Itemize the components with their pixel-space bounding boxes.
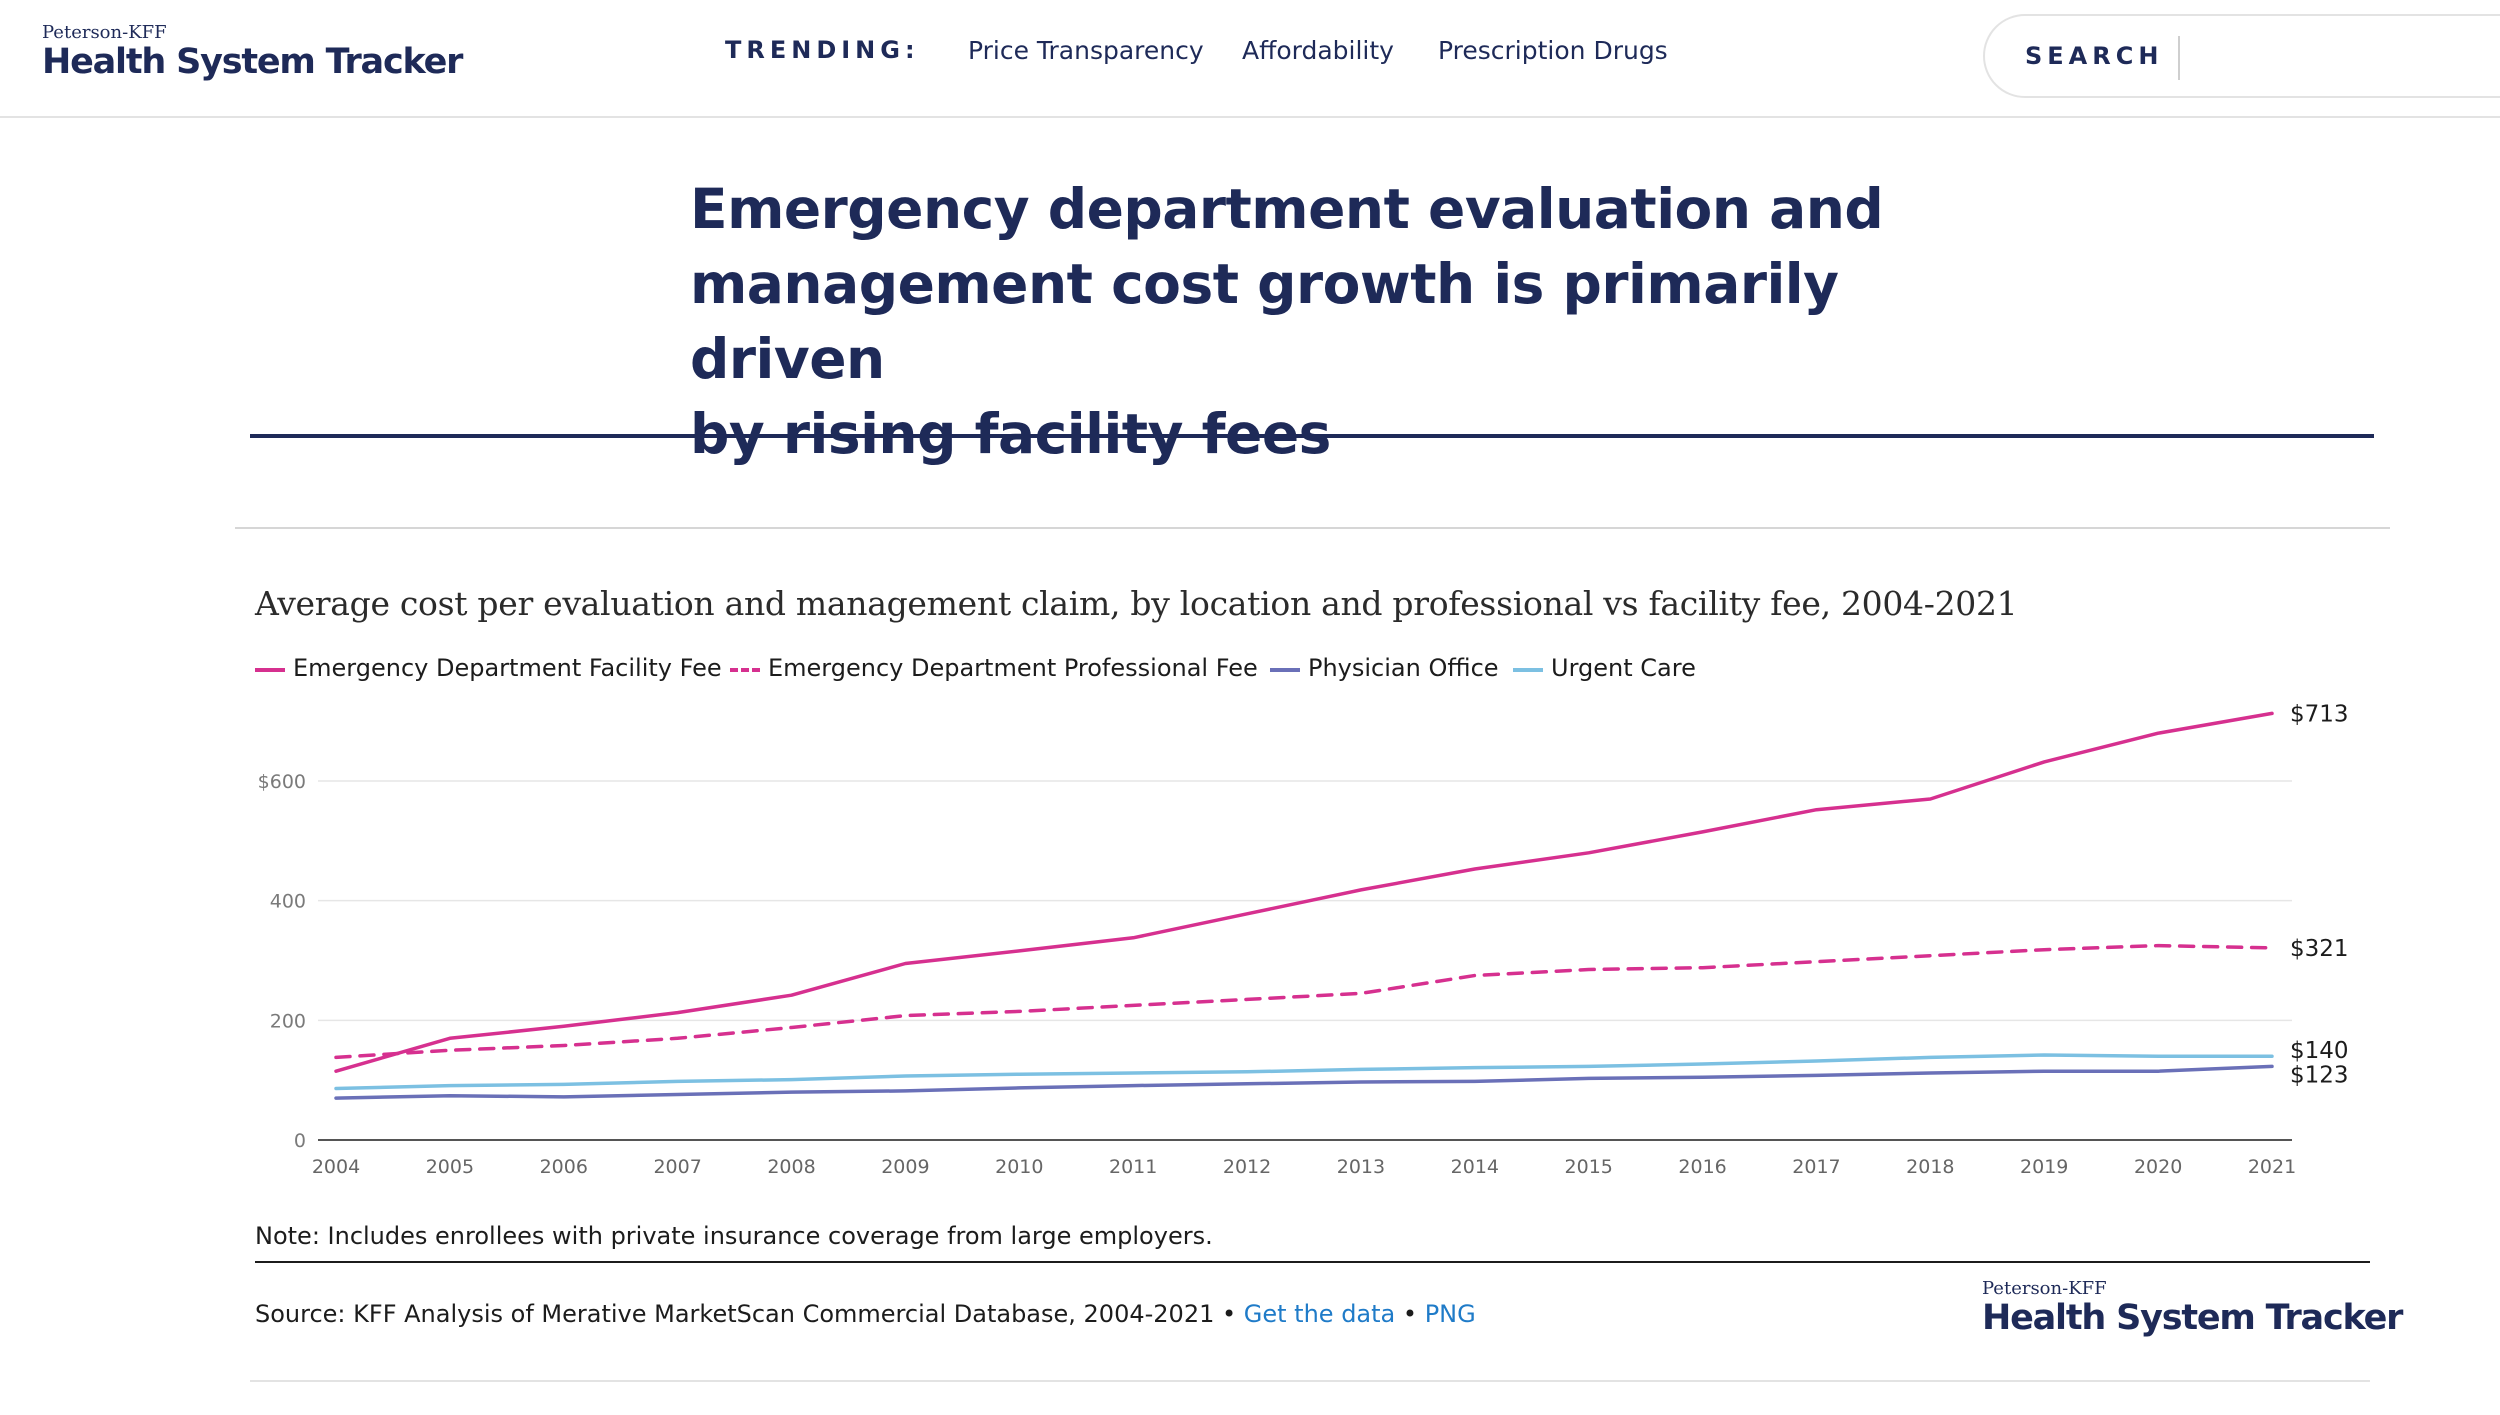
- end-value-label: $713: [2290, 701, 2349, 727]
- site-logo[interactable]: Peterson-KFF Health System Tracker: [42, 22, 463, 86]
- footer-logo[interactable]: Peterson-KFF Health System Tracker: [1982, 1278, 2403, 1342]
- end-value-label: $123: [2290, 1062, 2349, 1088]
- series-line: [334, 1064, 2274, 1100]
- y-tick-label: $600: [258, 771, 306, 793]
- x-tick-label: 2020: [2134, 1156, 2182, 1178]
- legend-ed-facility-fee: Emergency Department Facility Fee: [255, 652, 725, 688]
- legend-swatch-purple: [1270, 668, 1300, 672]
- footer-logo-tagline: Peterson-KFF: [1982, 1278, 2107, 1299]
- x-tick-label: 2015: [1565, 1156, 1613, 1178]
- series-line: [334, 1053, 2274, 1091]
- x-tick-label: 2013: [1337, 1156, 1385, 1178]
- nav-prescription-drugs[interactable]: Prescription Drugs: [1438, 36, 1668, 65]
- trending-label: TRENDING:: [725, 36, 920, 64]
- logo-title: Health System Tracker: [42, 42, 463, 82]
- x-tick-label: 2021: [2248, 1156, 2296, 1178]
- legend-label: Emergency Department Professional Fee: [768, 654, 1258, 682]
- search-label: SEARCH: [2025, 42, 2164, 70]
- headline-divider: [250, 434, 2374, 438]
- legend-swatch-light-blue: [1513, 668, 1543, 672]
- x-tick-label: 2009: [881, 1156, 929, 1178]
- legend-swatch-solid-pink: [255, 668, 285, 672]
- headline-line-1: Emergency department evaluation and: [690, 177, 1884, 241]
- search-input[interactable]: [2185, 32, 2489, 84]
- source-divider: [255, 1261, 2370, 1263]
- legend-label: Emergency Department Facility Fee: [293, 654, 722, 682]
- x-tick-label: 2004: [312, 1156, 360, 1178]
- legend-label: Physician Office: [1308, 654, 1499, 682]
- nav-price-transparency[interactable]: Price Transparency: [968, 36, 1204, 65]
- search-box[interactable]: SEARCH: [1983, 14, 2500, 98]
- footer-logo-title: Health System Tracker: [1982, 1298, 2403, 1338]
- y-tick-label: 400: [270, 891, 306, 913]
- x-tick-label: 2018: [1906, 1156, 1954, 1178]
- logo-tagline: Peterson-KFF: [42, 22, 167, 43]
- end-value-label: $140: [2290, 1038, 2349, 1064]
- y-tick-label: 200: [270, 1010, 306, 1032]
- page-headline: Emergency department evaluation and mana…: [690, 172, 1970, 472]
- x-tick-label: 2014: [1451, 1156, 1499, 1178]
- y-tick-label: 0: [294, 1130, 306, 1152]
- series-line: [334, 711, 2274, 1073]
- x-tick-label: 2012: [1223, 1156, 1271, 1178]
- x-tick-label: 2008: [767, 1156, 815, 1178]
- source-text: Source: KFF Analysis of Merative MarketS…: [255, 1300, 1244, 1328]
- end-value-label: $321: [2290, 936, 2349, 962]
- get-the-data-link[interactable]: Get the data: [1243, 1300, 1396, 1328]
- nav-affordability[interactable]: Affordability: [1242, 36, 1394, 65]
- headline-line-2: management cost growth is primarily driv…: [690, 252, 1839, 391]
- legend-ed-professional-fee: Emergency Department Professional Fee: [730, 652, 1260, 688]
- bottom-divider: [250, 1380, 2370, 1382]
- x-tick-label: 2011: [1109, 1156, 1157, 1178]
- chart-title: Average cost per evaluation and manageme…: [255, 584, 2018, 623]
- site-header: Peterson-KFF Health System Tracker TREND…: [0, 0, 2500, 118]
- x-tick-label: 2017: [1792, 1156, 1840, 1178]
- png-link[interactable]: PNG: [1424, 1300, 1476, 1328]
- source-separator: •: [1395, 1300, 1425, 1328]
- x-tick-label: 2016: [1678, 1156, 1726, 1178]
- legend-urgent-care: Urgent Care: [1513, 652, 1713, 688]
- series-line: [334, 943, 2274, 1060]
- x-tick-label: 2010: [995, 1156, 1043, 1178]
- legend-physician-office: Physician Office: [1270, 652, 1510, 688]
- x-tick-label: 2007: [653, 1156, 701, 1178]
- legend-swatch-dashed-pink: [730, 668, 760, 672]
- chart-source: Source: KFF Analysis of Merative MarketS…: [255, 1300, 1476, 1328]
- section-divider: [235, 527, 2390, 529]
- chart-note: Note: Includes enrollees with private in…: [255, 1222, 1213, 1250]
- search-divider: [2178, 36, 2180, 80]
- legend-label: Urgent Care: [1551, 654, 1696, 682]
- x-tick-label: 2006: [540, 1156, 588, 1178]
- x-tick-label: 2005: [426, 1156, 474, 1178]
- x-tick-label: 2019: [2020, 1156, 2068, 1178]
